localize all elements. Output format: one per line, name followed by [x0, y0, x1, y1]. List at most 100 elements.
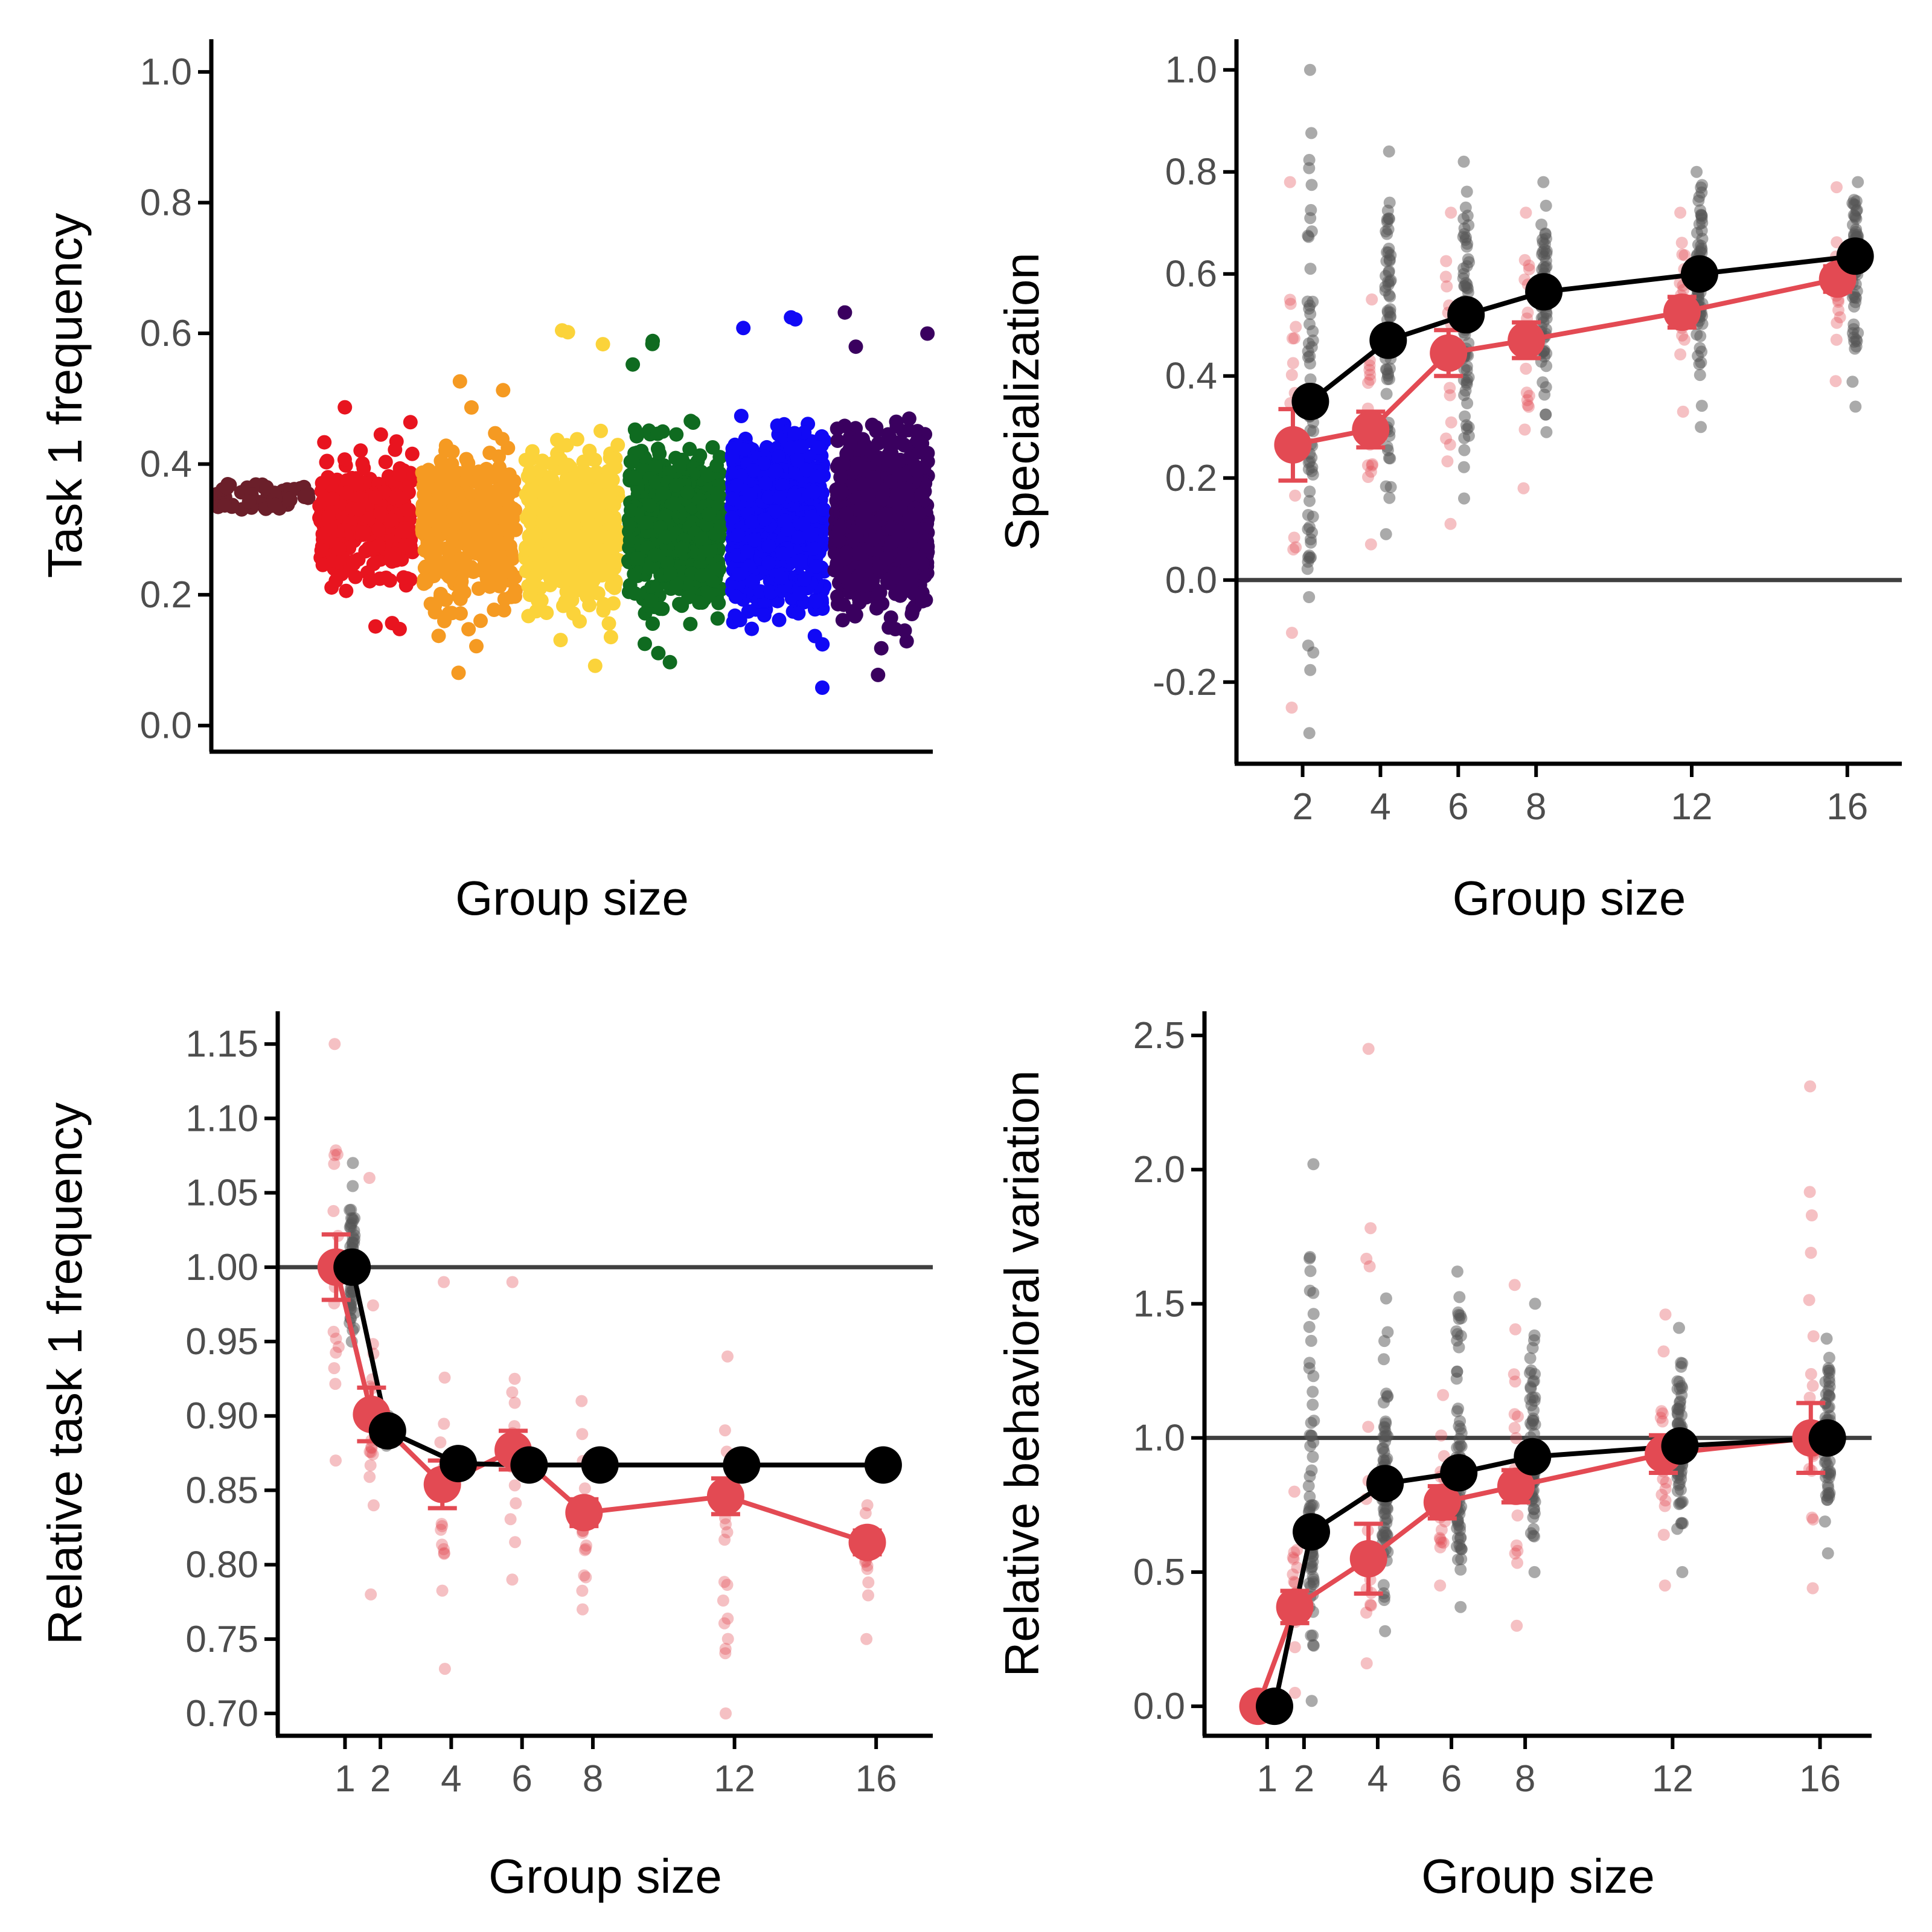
raw-point-simulated	[1307, 1370, 1320, 1383]
raw-point-observed	[438, 1276, 450, 1288]
data-point	[808, 594, 824, 609]
raw-point-observed	[1509, 1375, 1521, 1388]
data-point	[642, 560, 657, 575]
raw-point-simulated	[1307, 1386, 1319, 1398]
raw-point-observed	[1364, 538, 1377, 551]
raw-point-observed	[1655, 1405, 1668, 1418]
data-point	[469, 639, 484, 654]
data-point	[832, 522, 847, 537]
data-point	[559, 438, 574, 453]
raw-point-simulated	[1528, 1329, 1541, 1342]
data-point	[582, 467, 597, 482]
data-point	[521, 492, 536, 507]
raw-point-observed	[1678, 333, 1690, 346]
raw-point-observed	[1805, 1367, 1817, 1380]
raw-point-observed	[577, 1603, 589, 1616]
x-tick-label: 12	[714, 1758, 755, 1800]
data-point	[625, 454, 640, 469]
raw-point-simulated	[1307, 1576, 1320, 1588]
raw-point-observed	[859, 1507, 872, 1520]
data-point	[788, 312, 803, 327]
raw-point-simulated	[1850, 292, 1863, 304]
raw-point-simulated	[1693, 190, 1706, 203]
raw-point-simulated	[1303, 1320, 1316, 1333]
x-tick-label: 16	[856, 1758, 897, 1800]
data-point	[560, 558, 575, 573]
y-tick-label: 0.6	[140, 313, 192, 354]
raw-point-simulated	[1379, 1625, 1392, 1637]
raw-point-simulated	[1304, 263, 1317, 275]
y-tick-label: 0.90	[185, 1395, 258, 1437]
data-point	[668, 478, 683, 493]
data-point	[553, 633, 568, 648]
data-point	[340, 473, 354, 488]
y-tick-label: 0.95	[185, 1321, 258, 1363]
data-point	[772, 612, 787, 627]
x-tick-label: 2	[370, 1758, 391, 1800]
data-point	[672, 458, 687, 473]
raw-point-simulated	[347, 1157, 359, 1169]
data-point	[520, 469, 536, 484]
raw-point-observed	[1831, 236, 1843, 249]
mean-point-simulated	[440, 1445, 478, 1483]
data-point	[593, 423, 608, 438]
data-point	[544, 456, 559, 471]
mean-point-simulated	[723, 1446, 761, 1484]
raw-point-simulated	[1381, 1430, 1394, 1442]
data-point	[535, 514, 550, 529]
data-point	[355, 525, 370, 540]
raw-point-observed	[718, 1534, 731, 1546]
x-tick-label: 16	[1826, 786, 1868, 828]
data-point	[839, 545, 854, 560]
raw-point-observed	[504, 1513, 517, 1526]
raw-point-observed	[506, 1276, 519, 1288]
data-point	[624, 503, 638, 518]
data-point	[337, 452, 352, 467]
x-tick-label: 4	[441, 1758, 461, 1800]
data-point	[920, 326, 935, 341]
data-point	[711, 595, 726, 610]
y-tick-label: 0.8	[1165, 152, 1217, 193]
data-point	[702, 507, 717, 522]
data-point	[453, 606, 468, 621]
data-point	[791, 606, 806, 621]
data-point	[469, 474, 484, 489]
raw-point-observed	[1831, 316, 1843, 329]
raw-point-observed	[1363, 1260, 1376, 1273]
data-point	[555, 323, 569, 338]
raw-point-simulated	[1303, 727, 1316, 740]
raw-point-simulated	[1302, 551, 1314, 563]
data-point	[849, 528, 864, 543]
raw-point-simulated	[1458, 222, 1471, 235]
data-point	[587, 658, 603, 673]
raw-point-observed	[1674, 348, 1687, 360]
raw-point-observed	[1657, 1345, 1670, 1358]
raw-point-simulated	[1452, 1308, 1465, 1321]
raw-point-observed	[1508, 1368, 1520, 1381]
data-point	[767, 504, 782, 519]
raw-point-observed	[861, 1563, 874, 1575]
raw-point-simulated	[1303, 63, 1316, 76]
data-point	[606, 554, 621, 569]
data-point	[339, 485, 354, 501]
data-point	[539, 487, 554, 502]
raw-point-observed	[1676, 248, 1689, 261]
data-point	[669, 427, 684, 442]
panel-relative-task1-frequency-series	[317, 1232, 902, 1561]
raw-point-observed	[1287, 1568, 1299, 1581]
raw-point-observed	[1511, 1509, 1524, 1522]
data-point	[451, 665, 466, 680]
raw-point-simulated	[1383, 491, 1396, 504]
data-point	[452, 374, 467, 389]
raw-point-observed	[1829, 375, 1842, 388]
raw-point-simulated	[1849, 400, 1862, 413]
raw-point-simulated	[1305, 225, 1318, 238]
raw-point-observed	[331, 1148, 344, 1161]
raw-point-observed	[438, 1543, 450, 1555]
raw-point-observed	[1832, 295, 1844, 308]
data-point	[495, 432, 510, 447]
raw-point-observed	[438, 1547, 450, 1560]
raw-point-simulated	[1307, 1451, 1319, 1463]
raw-point-observed	[1360, 1657, 1373, 1669]
raw-point-simulated	[1453, 1441, 1465, 1453]
